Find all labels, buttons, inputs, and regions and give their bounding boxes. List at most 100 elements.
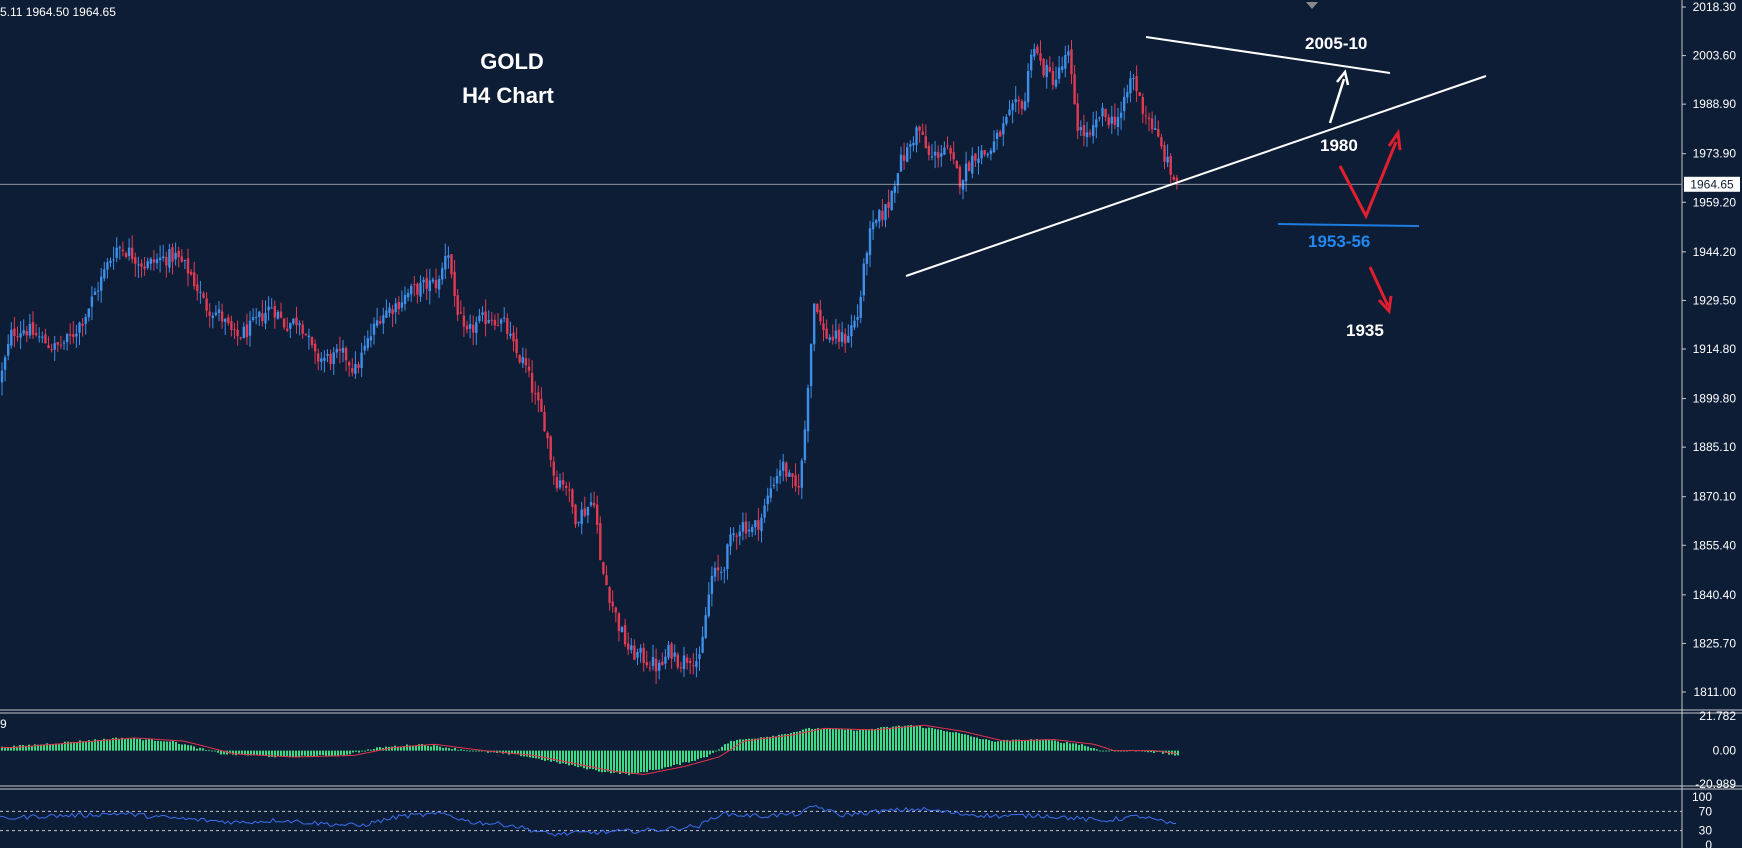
hist-bar xyxy=(91,740,93,751)
candle xyxy=(828,334,831,343)
candle xyxy=(146,257,149,270)
candle xyxy=(199,280,202,304)
current-price-tag: 1964.65 xyxy=(1684,176,1740,192)
hist-bar xyxy=(343,750,345,756)
hist-bar xyxy=(568,750,570,766)
candle xyxy=(667,640,670,660)
candle xyxy=(84,313,87,335)
hist-bar xyxy=(964,734,966,751)
hist-bar xyxy=(838,728,840,751)
candle xyxy=(1076,93,1079,140)
candle xyxy=(602,561,605,576)
hist-bar xyxy=(985,739,987,751)
chart-shift-marker-icon[interactable] xyxy=(1306,2,1318,9)
candle xyxy=(239,336,242,341)
hist-bar xyxy=(538,750,540,759)
hist-bar xyxy=(613,750,615,773)
candle xyxy=(62,339,66,350)
candle xyxy=(577,521,580,527)
candle xyxy=(670,641,673,669)
hist-bar xyxy=(547,750,549,761)
hist-bar xyxy=(103,738,105,751)
hist-bar xyxy=(1039,739,1041,751)
hist-bar xyxy=(184,744,186,751)
candle xyxy=(118,245,121,260)
hist-bar xyxy=(1084,745,1086,751)
hist-bar xyxy=(436,745,438,751)
white-up-arrow xyxy=(1328,69,1350,124)
hist-bar xyxy=(637,750,639,773)
candle xyxy=(338,336,342,364)
hist-bar xyxy=(886,726,888,751)
candle xyxy=(710,566,714,607)
hist-bar xyxy=(667,750,669,768)
candle xyxy=(946,136,949,150)
candle xyxy=(1026,63,1030,108)
hist-bar xyxy=(241,750,243,755)
price-axis[interactable]: 2018.30 2003.60 1988.90 1973.90 1959.20 1944.… xyxy=(1682,0,1736,699)
hist-bar xyxy=(904,725,906,751)
candle xyxy=(53,336,56,361)
hist-bar xyxy=(706,750,708,757)
candle xyxy=(1088,129,1092,138)
hist-bar xyxy=(157,740,159,751)
price-tick-label: 2003.60 xyxy=(1693,49,1737,63)
candle xyxy=(1057,56,1061,84)
candle xyxy=(227,314,230,326)
candle xyxy=(1005,114,1008,126)
hist-bar xyxy=(364,750,366,752)
candle xyxy=(716,554,720,581)
descending-trendline[interactable] xyxy=(1145,36,1391,74)
candle xyxy=(999,129,1002,137)
hist-bar xyxy=(607,750,609,772)
price-tick-label: 1840.40 xyxy=(1693,588,1737,602)
hist-bar xyxy=(562,750,564,764)
hist-bar xyxy=(1075,743,1077,751)
hist-bar xyxy=(802,729,804,751)
hist-bar xyxy=(952,732,954,751)
candle xyxy=(245,313,249,345)
candle xyxy=(363,335,366,355)
candle xyxy=(868,220,872,267)
candle xyxy=(701,626,704,654)
candle xyxy=(425,268,428,301)
hist-bar xyxy=(232,750,234,755)
hist-bar xyxy=(661,750,663,769)
candle xyxy=(131,235,134,264)
candle xyxy=(729,527,732,555)
candle xyxy=(673,644,676,662)
candle xyxy=(1132,74,1135,91)
hist-bar xyxy=(451,749,453,751)
candle xyxy=(865,250,869,276)
hist-bar xyxy=(25,745,27,751)
hist-bar xyxy=(517,750,519,755)
candle xyxy=(112,246,115,270)
hist-bar xyxy=(181,744,183,751)
candle xyxy=(599,516,602,561)
hist-bar xyxy=(604,750,606,773)
candle xyxy=(406,288,410,302)
candle xyxy=(940,144,943,167)
support-line[interactable] xyxy=(1277,223,1420,227)
price-tick-label: 1914.80 xyxy=(1693,342,1737,356)
hist-bar xyxy=(247,750,249,756)
candle xyxy=(499,318,503,333)
hist-bar xyxy=(1009,740,1011,751)
hist-bar xyxy=(130,738,132,751)
candle xyxy=(1098,116,1101,122)
candle xyxy=(995,129,999,150)
red-v-arrow xyxy=(1338,128,1402,220)
candle xyxy=(1064,45,1067,78)
hist-bar xyxy=(52,744,54,751)
hist-bar xyxy=(28,744,30,751)
hist-bar xyxy=(391,746,393,751)
hist-bar xyxy=(472,750,474,752)
hist-bar xyxy=(532,750,534,759)
candle xyxy=(478,308,481,324)
candle xyxy=(13,316,16,348)
hist-bar xyxy=(262,750,264,756)
hist-bar xyxy=(541,750,543,760)
hist-bar xyxy=(757,738,759,751)
ascending-trendline[interactable] xyxy=(905,75,1487,277)
